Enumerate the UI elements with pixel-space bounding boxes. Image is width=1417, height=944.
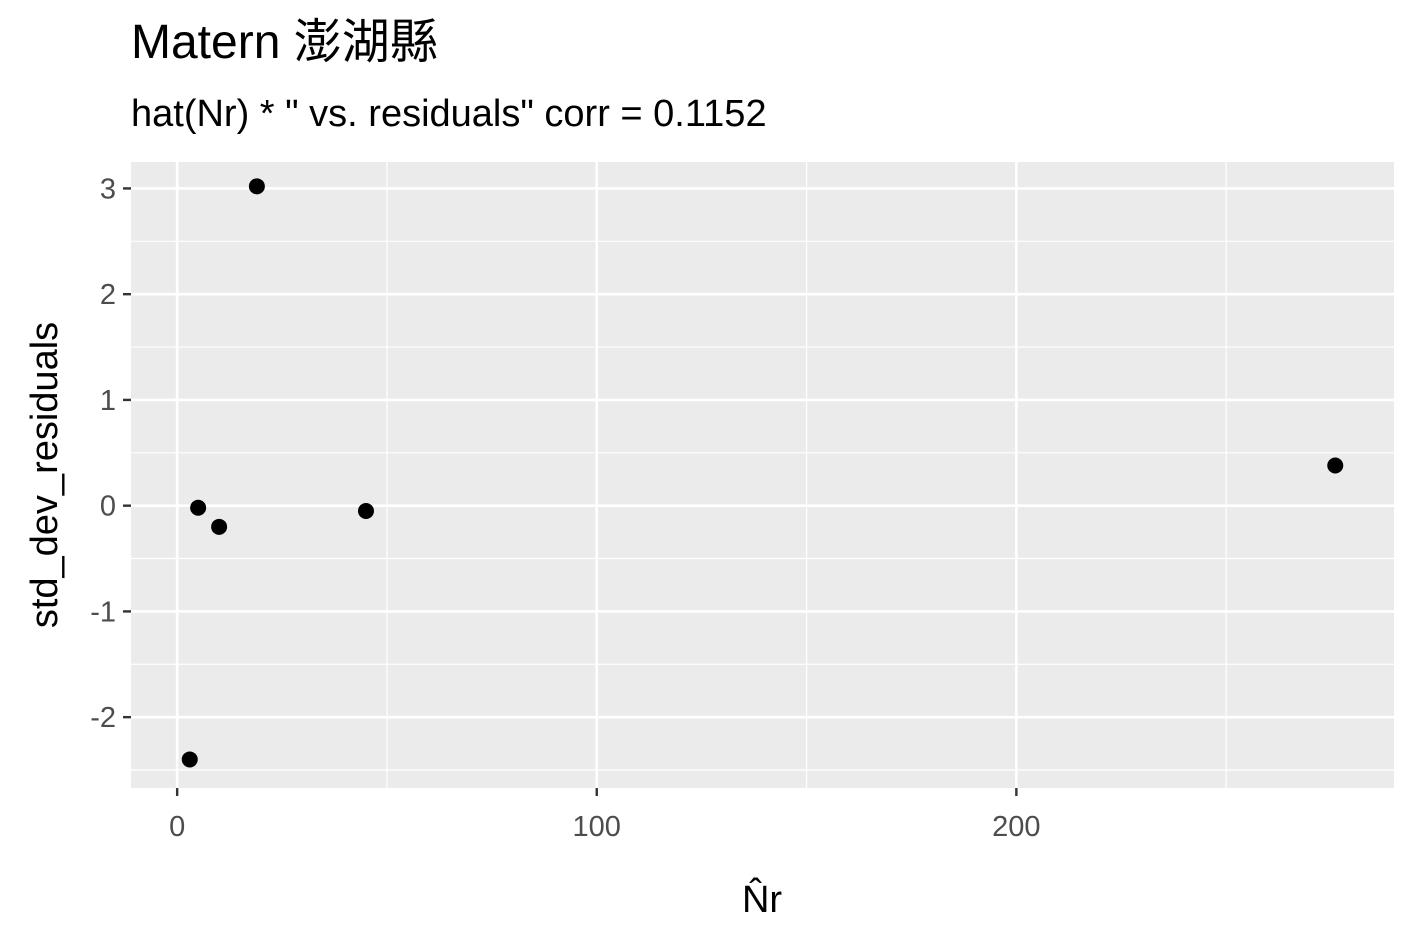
x-tick-label: 0 [169, 811, 185, 843]
y-tick-label: 0 [100, 491, 116, 523]
y-tick-label: 3 [100, 173, 116, 205]
x-axis: 0 100 200 [169, 788, 1041, 843]
y-tick-label: 2 [100, 279, 116, 311]
data-point [181, 751, 198, 768]
grid-lines [131, 162, 1394, 788]
y-tick-label: -2 [90, 702, 116, 734]
plot-panel [131, 162, 1394, 788]
chart-title: Matern 澎湖縣 [131, 16, 438, 69]
data-point [211, 518, 228, 535]
data-point [248, 178, 265, 195]
x-tick-label: 200 [992, 811, 1040, 843]
chart-subtitle: hat(Nr) * " vs. residuals" corr = 0.1152 [131, 93, 767, 135]
x-axis-title: N̂r [742, 877, 782, 921]
y-axis-title: std_dev_residuals [24, 322, 66, 628]
y-tick-label: 1 [100, 385, 116, 417]
x-tick-label: 100 [573, 811, 621, 843]
data-point [1327, 457, 1344, 474]
y-tick-label: -1 [90, 596, 116, 628]
data-point [190, 499, 207, 516]
data-points [181, 178, 1344, 768]
y-axis: -2 -1 0 1 2 3 [90, 173, 131, 734]
data-point [357, 502, 374, 519]
